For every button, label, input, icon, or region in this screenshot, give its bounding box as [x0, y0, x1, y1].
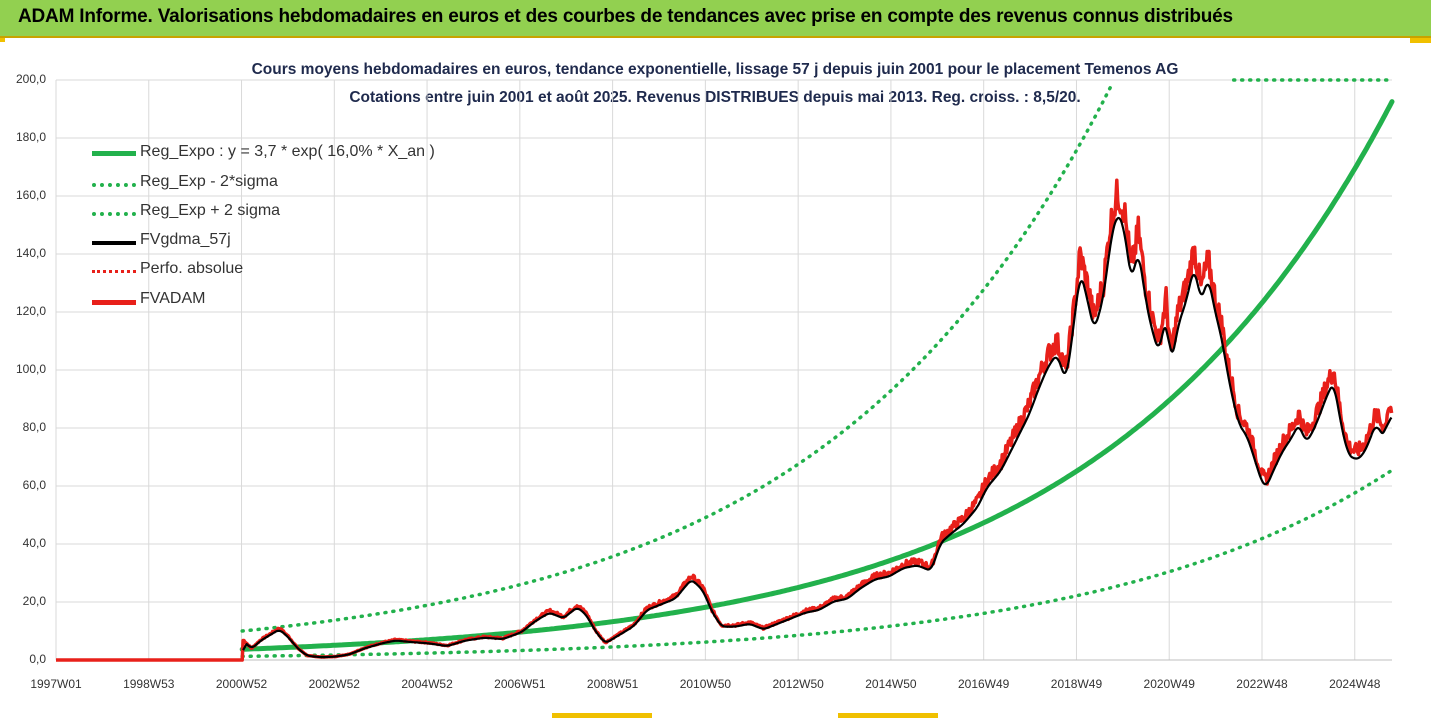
- y-tick-label: 0,0: [29, 652, 46, 666]
- corner-accent-left: [0, 38, 5, 42]
- x-tick-label: 2018W49: [1050, 677, 1103, 691]
- chart-title-line2: Cotations entre juin 2001 et août 2025. …: [349, 89, 1081, 106]
- y-tick-label: 40,0: [22, 536, 46, 550]
- legend-swatch: [92, 212, 136, 216]
- legend-label: Perfo. absolue: [140, 260, 244, 277]
- legend-label: Reg_Expo : y = 3,7 * exp( 16,0% * X_an ): [140, 143, 435, 160]
- legend-swatch: [92, 300, 136, 305]
- legend-item-perfo: Perfo. absolue: [92, 258, 492, 284]
- y-tick-label: 120,0: [15, 304, 46, 318]
- legend-item-fvgdma: FVgdma_57j: [92, 229, 492, 255]
- y-tick-label: 20,0: [22, 594, 46, 608]
- x-tick-label: 2002W52: [308, 677, 360, 691]
- legend-swatch: [92, 241, 136, 245]
- trend-regexpo: [239, 99, 1395, 652]
- x-tick-label: 2000W52: [215, 677, 268, 691]
- legend-item-fvadam: FVADAM: [92, 288, 492, 314]
- y-tick-label: 100,0: [15, 362, 46, 376]
- legend-swatch: [92, 151, 136, 156]
- page-title: ADAM Informe. Valorisations hebdomadaire…: [18, 6, 1233, 27]
- legend-item-reg-exp-plus: Reg_Exp + 2 sigma: [92, 200, 492, 226]
- x-tick-label: 2012W50: [772, 677, 824, 691]
- y-tick-label: 60,0: [22, 478, 46, 492]
- bottom-accent-right: [838, 713, 938, 718]
- x-tick-label: 2020W49: [1143, 677, 1195, 691]
- y-tick-label: 160,0: [15, 188, 46, 202]
- y-tick-label: 200,0: [15, 72, 46, 86]
- x-tick-label: 2014W50: [865, 677, 917, 691]
- series-fvgdma: [242, 216, 1393, 659]
- legend-swatch: [92, 270, 136, 273]
- legend-label: Reg_Exp - 2*sigma: [140, 173, 278, 190]
- legend-label: Reg_Exp + 2 sigma: [140, 202, 281, 219]
- legend-item-reg-expo: Reg_Expo : y = 3,7 * exp( 16,0% * X_an ): [92, 141, 492, 167]
- x-tick-label: 2004W52: [401, 677, 453, 691]
- bottom-accent-left: [552, 713, 652, 718]
- x-tick-label: 2010W50: [679, 677, 732, 691]
- x-tick-label: 2006W51: [494, 677, 546, 691]
- trend-lower-2sigma: [240, 468, 1394, 659]
- x-tick-label: 1997W01: [30, 677, 82, 691]
- chart-title-line1: Cours moyens hebdomadaires en euros, ten…: [251, 61, 1179, 78]
- x-tick-label: 2016W49: [957, 677, 1010, 691]
- trend-upper-2sigma: [240, 80, 1115, 633]
- legend-label: FVgdma_57j: [140, 231, 231, 248]
- x-tick-label: 2024W48: [1329, 677, 1381, 691]
- y-tick-label: 80,0: [22, 420, 46, 434]
- x-tick-label: 1998W53: [123, 677, 175, 691]
- x-tick-label: 2022W48: [1236, 677, 1288, 691]
- y-tick-label: 140,0: [15, 246, 46, 260]
- corner-accent-right: [1410, 38, 1431, 43]
- y-tick-label: 180,0: [15, 130, 46, 144]
- title-banner: ADAM Informe. Valorisations hebdomadaire…: [0, 0, 1431, 38]
- legend-label: FVADAM: [140, 290, 206, 307]
- x-tick-label: 2008W51: [586, 677, 639, 691]
- legend-item-reg-exp-minus: Reg_Exp - 2*sigma: [92, 171, 492, 197]
- legend-swatch: [92, 183, 136, 187]
